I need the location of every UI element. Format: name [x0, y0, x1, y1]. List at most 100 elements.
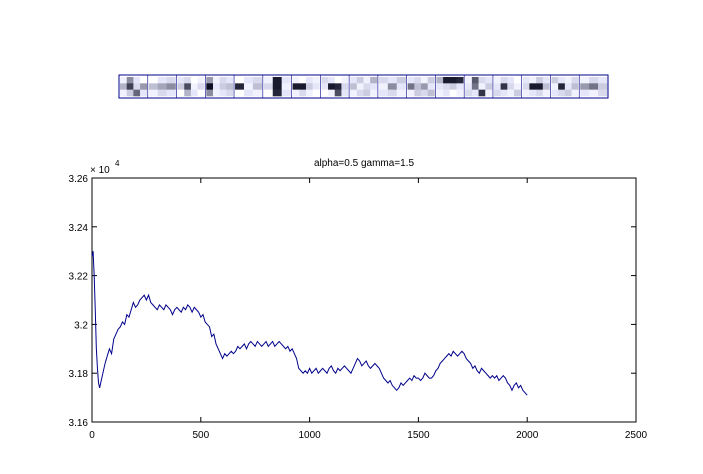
- strip-cell: [396, 89, 406, 97]
- strip-cell: [514, 89, 521, 97]
- x-tick-label: 2500: [625, 430, 648, 441]
- strip-cell: [350, 77, 358, 84]
- strip-cell: [542, 77, 550, 84]
- strip-cell: [378, 89, 389, 97]
- strip-cell: [252, 83, 263, 90]
- strip-cell: [580, 83, 590, 90]
- strip-cell: [471, 83, 479, 90]
- strip-cell: [456, 89, 464, 97]
- strip-cell: [235, 89, 245, 97]
- strip-cell: [166, 89, 176, 97]
- strip-cell: [292, 83, 300, 90]
- strip-cell: [219, 89, 227, 97]
- strip-patch: [378, 77, 406, 97]
- strip-cell: [140, 77, 148, 84]
- strip-cell: [558, 83, 566, 90]
- y-tick-label: 3.2: [74, 320, 88, 331]
- strip-cell: [157, 77, 167, 84]
- strip-cell: [190, 83, 198, 90]
- strip-cell: [522, 83, 530, 90]
- strip-cell: [564, 77, 572, 84]
- strip-cell: [243, 83, 254, 90]
- strip-cell: [421, 89, 429, 97]
- x-tick-label: 2000: [516, 430, 539, 441]
- strip-cell: [292, 89, 300, 97]
- strip-cell: [471, 77, 479, 84]
- strip-cell: [465, 83, 473, 90]
- strip-cell: [542, 89, 550, 97]
- strip-patch: [321, 77, 349, 97]
- strip-cell: [378, 83, 389, 90]
- strip-cell: [148, 83, 158, 90]
- strip-cell: [206, 83, 214, 90]
- chart-title: alpha=0.5 gamma=1.5: [314, 158, 415, 169]
- strip-cell: [177, 77, 185, 84]
- strip-cell: [166, 77, 176, 84]
- strip-cell: [133, 77, 141, 84]
- strip-cell: [387, 77, 398, 84]
- strip-cell: [449, 89, 457, 97]
- strip-cell: [263, 77, 274, 84]
- strip-cell: [436, 77, 444, 84]
- strip-patch: [292, 77, 320, 97]
- strip-cell: [551, 89, 559, 97]
- strip-cell: [564, 83, 572, 90]
- strip-cell: [243, 89, 254, 97]
- strip-patch: [551, 77, 579, 97]
- strip-cell: [589, 77, 599, 84]
- strip-cell: [148, 77, 158, 84]
- strip-cell: [341, 89, 349, 97]
- strip-cell: [126, 83, 134, 90]
- x-tick-label: 0: [89, 430, 95, 441]
- strip-cell: [272, 83, 282, 90]
- strip-cell: [421, 83, 429, 90]
- strip-cell: [465, 89, 473, 97]
- strip-cell: [312, 83, 320, 90]
- strip-cell: [514, 83, 521, 90]
- strip-cell: [126, 77, 134, 84]
- strip-cell: [321, 83, 329, 90]
- strip-cell: [184, 83, 192, 90]
- strip-cell: [281, 77, 291, 84]
- y-tick-label: 3.18: [69, 369, 89, 380]
- strip-cell: [305, 89, 313, 97]
- y-exponent-base: × 10: [90, 165, 110, 176]
- y-exponent-power: 4: [115, 159, 120, 168]
- y-tick-label: 3.22: [69, 272, 89, 283]
- strip-cell: [522, 89, 530, 97]
- strip-cell: [350, 89, 358, 97]
- strip-patch: [465, 77, 493, 97]
- strip-cell: [281, 83, 291, 90]
- strip-cell: [536, 89, 544, 97]
- strip-cell: [312, 77, 320, 84]
- strip-cell: [564, 89, 572, 97]
- strip-cell: [514, 77, 521, 84]
- strip-cell: [219, 77, 227, 84]
- strip-cell: [598, 89, 608, 97]
- strip-cell: [414, 89, 422, 97]
- strip-cell: [536, 77, 544, 84]
- strip-cell: [356, 89, 364, 97]
- y-tick-labels: 3.16 3.18 3.2 3.22 3.24 3.26: [69, 174, 89, 429]
- strip-cell: [341, 77, 349, 84]
- strip-cell: [184, 77, 192, 84]
- strip-cell: [328, 83, 336, 90]
- strip-cell: [299, 77, 307, 84]
- strip-cell: [387, 83, 398, 90]
- strip-cell: [206, 77, 214, 84]
- strip-cell: [436, 89, 444, 97]
- strip-cell: [252, 77, 263, 84]
- strip-cell: [387, 89, 398, 97]
- x-tick-labels: 0 500 1000 1500 2000 2500: [89, 430, 647, 441]
- strip-patch: [522, 77, 550, 97]
- strip-cell: [226, 77, 234, 84]
- strip-cell: [363, 77, 371, 84]
- strip-cell: [120, 77, 127, 84]
- strip-cell: [243, 77, 254, 84]
- y-tick-label: 3.26: [69, 174, 89, 185]
- strip-cell: [407, 89, 415, 97]
- strip-cell: [305, 77, 313, 84]
- strip-cell: [219, 83, 227, 90]
- strip-cell: [427, 83, 435, 90]
